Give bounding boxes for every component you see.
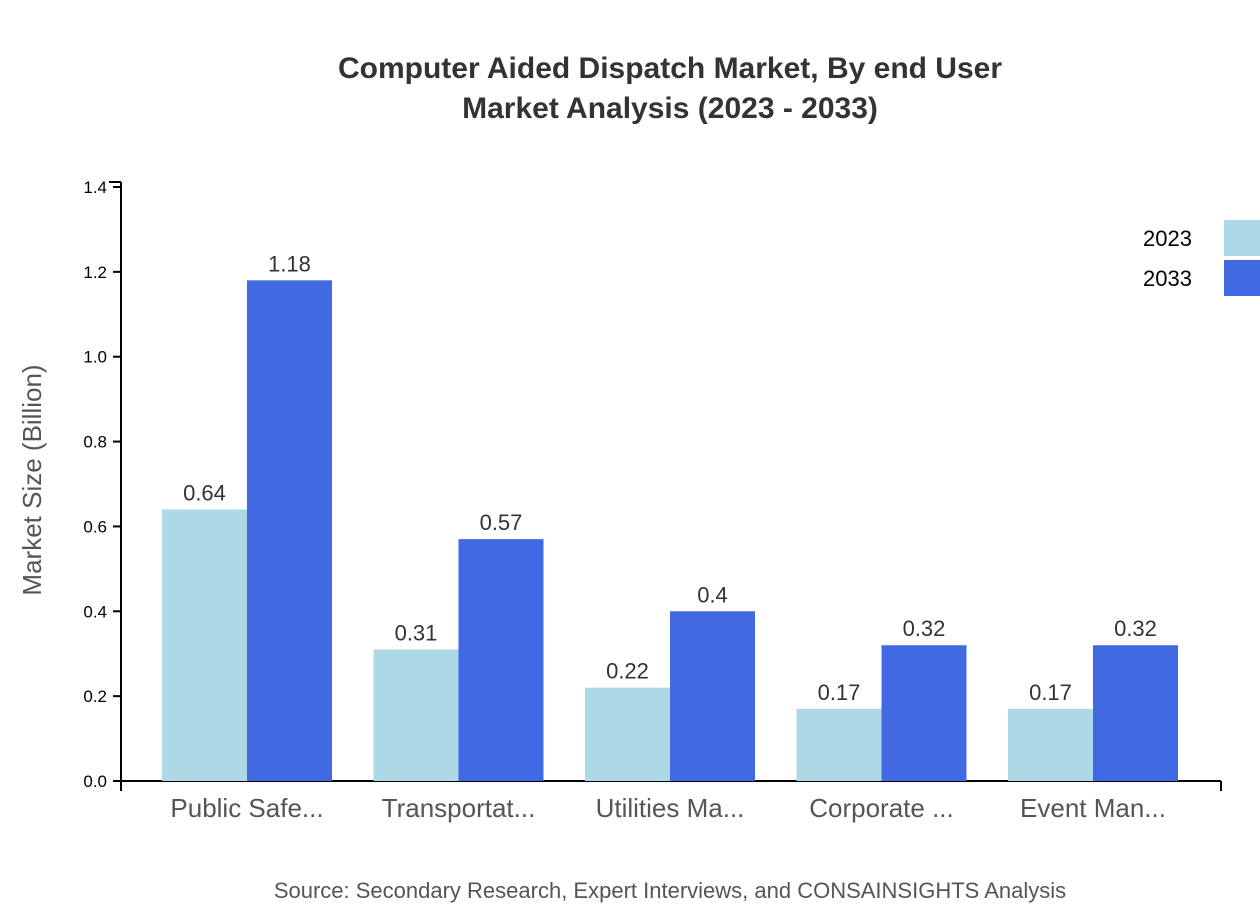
y-tick-label: 0.6 <box>83 517 107 536</box>
chart-subtitle: Market Analysis (2023 - 2033) <box>462 92 878 125</box>
data-label: 0.4 <box>697 582 728 607</box>
y-axis-title: Market Size (Billion) <box>17 364 47 595</box>
legend-label: 2033 <box>1143 266 1192 291</box>
bar-2033 <box>881 645 967 781</box>
y-tick-label: 1.4 <box>83 178 107 197</box>
source-note: Source: Secondary Research, Expert Inter… <box>273 878 1067 903</box>
x-tick-label: Event Man... <box>1020 793 1166 823</box>
legend-label: 2023 <box>1143 226 1192 251</box>
x-tick-label: Public Safe... <box>170 793 323 823</box>
data-label: 1.18 <box>268 251 311 276</box>
data-label: 0.31 <box>395 620 438 645</box>
data-label: 0.17 <box>1029 680 1072 705</box>
bar-2033 <box>458 539 544 781</box>
bar-2023 <box>796 708 882 781</box>
y-tick-label: 0.2 <box>83 687 107 706</box>
data-label: 0.32 <box>903 616 946 641</box>
data-label: 0.32 <box>1114 616 1157 641</box>
bar-2023 <box>1008 708 1093 781</box>
y-tick-label: 0.0 <box>83 772 107 791</box>
bar-2033 <box>1093 645 1178 781</box>
x-tick-label: Corporate ... <box>809 793 954 823</box>
bar-2033 <box>247 280 332 781</box>
bar-2023 <box>585 687 670 781</box>
y-tick-label: 1.2 <box>83 263 107 282</box>
y-tick-label: 1.0 <box>83 348 107 367</box>
data-label: 0.22 <box>606 659 649 684</box>
bar-2023 <box>373 649 459 781</box>
x-tick-label: Transportat... <box>382 793 536 823</box>
data-label: 0.64 <box>183 480 226 505</box>
legend-swatch <box>1224 260 1260 296</box>
data-label: 0.17 <box>818 680 861 705</box>
y-tick-label: 0.8 <box>83 433 107 452</box>
data-label: 0.57 <box>480 510 523 535</box>
legend-swatch <box>1224 220 1260 256</box>
bar-2023 <box>162 509 247 781</box>
x-tick-label: Utilities Ma... <box>596 793 745 823</box>
chart-title: Computer Aided Dispatch Market, By end U… <box>337 52 1003 85</box>
y-tick-label: 0.4 <box>83 602 107 621</box>
bar-2033 <box>670 611 755 781</box>
